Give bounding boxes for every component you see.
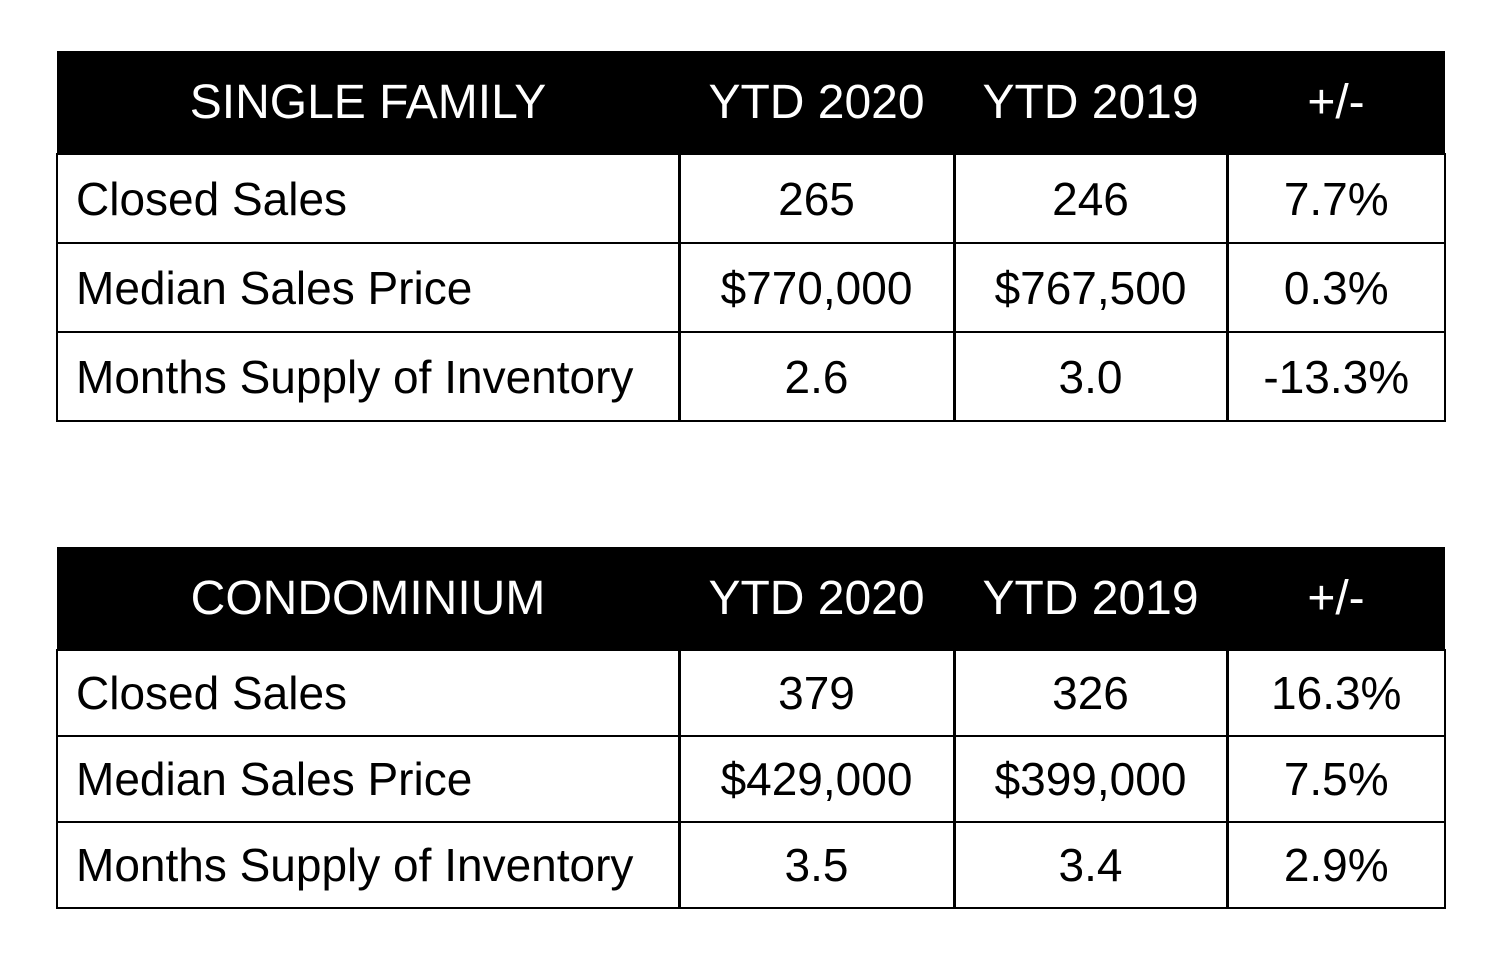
category-header: SINGLE FAMILY: [57, 51, 679, 154]
ytd-2020-value: 2.6: [677, 331, 955, 422]
ytd-2019-value: 246: [952, 153, 1228, 244]
category-header: CONDOMINIUM: [57, 547, 679, 650]
ytd-2019-value: $767,500: [952, 242, 1228, 333]
ytd-2020-value: 3.5: [677, 821, 955, 909]
table-row: Median Sales Price $429,000 $399,000 7.5…: [56, 735, 1446, 823]
ytd-2020-header: YTD 2020: [679, 51, 954, 154]
ytd-2020-header: YTD 2020: [679, 547, 954, 650]
table-row: Closed Sales 265 246 7.7%: [56, 153, 1446, 244]
metric-label: Months Supply of Inventory: [56, 821, 680, 909]
metric-label: Months Supply of Inventory: [56, 331, 680, 422]
ytd-2019-header: YTD 2019: [954, 51, 1227, 154]
table-row: Closed Sales 379 326 16.3%: [56, 649, 1446, 737]
change-header: +/-: [1227, 51, 1445, 154]
table-row: Median Sales Price $770,000 $767,500 0.3…: [56, 242, 1446, 333]
metric-label: Median Sales Price: [56, 242, 680, 333]
change-value: 2.9%: [1225, 821, 1446, 909]
ytd-2020-value: $429,000: [677, 735, 955, 823]
table-row: Months Supply of Inventory 2.6 3.0 -13.3…: [56, 331, 1446, 422]
table-header-row: SINGLE FAMILY YTD 2020 YTD 2019 +/-: [57, 51, 1445, 154]
ytd-2019-value: 3.0: [952, 331, 1228, 422]
metric-label: Closed Sales: [56, 649, 680, 737]
ytd-2019-value: $399,000: [952, 735, 1228, 823]
ytd-2020-value: $770,000: [677, 242, 955, 333]
ytd-2019-value: 3.4: [952, 821, 1228, 909]
ytd-2019-value: 326: [952, 649, 1228, 737]
table-header-row: CONDOMINIUM YTD 2020 YTD 2019 +/-: [57, 547, 1445, 650]
ytd-2020-value: 379: [677, 649, 955, 737]
change-value: -13.3%: [1225, 331, 1446, 422]
ytd-2020-value: 265: [677, 153, 955, 244]
change-header: +/-: [1227, 547, 1445, 650]
change-value: 16.3%: [1225, 649, 1446, 737]
table-row: Months Supply of Inventory 3.5 3.4 2.9%: [56, 821, 1446, 909]
single-family-table: SINGLE FAMILY YTD 2020 YTD 2019 +/- Clos…: [56, 51, 1446, 422]
change-value: 7.5%: [1225, 735, 1446, 823]
change-value: 7.7%: [1225, 153, 1446, 244]
ytd-2019-header: YTD 2019: [954, 547, 1227, 650]
metric-label: Closed Sales: [56, 153, 680, 244]
condominium-table: CONDOMINIUM YTD 2020 YTD 2019 +/- Closed…: [56, 547, 1446, 909]
change-value: 0.3%: [1225, 242, 1446, 333]
metric-label: Median Sales Price: [56, 735, 680, 823]
